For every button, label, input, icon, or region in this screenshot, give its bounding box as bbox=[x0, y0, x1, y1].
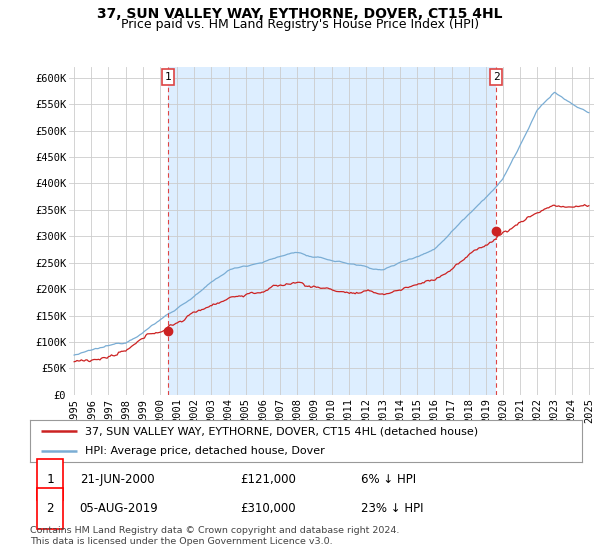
Text: 2: 2 bbox=[46, 502, 53, 515]
Text: 21-JUN-2000: 21-JUN-2000 bbox=[80, 473, 154, 486]
Text: HPI: Average price, detached house, Dover: HPI: Average price, detached house, Dove… bbox=[85, 446, 325, 456]
Text: Contains HM Land Registry data © Crown copyright and database right 2024.
This d: Contains HM Land Registry data © Crown c… bbox=[30, 526, 400, 546]
Text: £310,000: £310,000 bbox=[240, 502, 295, 515]
Text: Price paid vs. HM Land Registry's House Price Index (HPI): Price paid vs. HM Land Registry's House … bbox=[121, 18, 479, 31]
Bar bbox=[168, 67, 496, 395]
Text: 1: 1 bbox=[46, 473, 53, 486]
FancyBboxPatch shape bbox=[37, 488, 63, 530]
Text: 1: 1 bbox=[164, 72, 172, 82]
FancyBboxPatch shape bbox=[37, 459, 63, 500]
Text: £121,000: £121,000 bbox=[240, 473, 296, 486]
Text: 23% ↓ HPI: 23% ↓ HPI bbox=[361, 502, 424, 515]
Text: 6% ↓ HPI: 6% ↓ HPI bbox=[361, 473, 416, 486]
Text: 2: 2 bbox=[493, 72, 500, 82]
Text: 05-AUG-2019: 05-AUG-2019 bbox=[80, 502, 158, 515]
Text: 37, SUN VALLEY WAY, EYTHORNE, DOVER, CT15 4HL: 37, SUN VALLEY WAY, EYTHORNE, DOVER, CT1… bbox=[97, 7, 503, 21]
Text: 37, SUN VALLEY WAY, EYTHORNE, DOVER, CT15 4HL (detached house): 37, SUN VALLEY WAY, EYTHORNE, DOVER, CT1… bbox=[85, 426, 478, 436]
